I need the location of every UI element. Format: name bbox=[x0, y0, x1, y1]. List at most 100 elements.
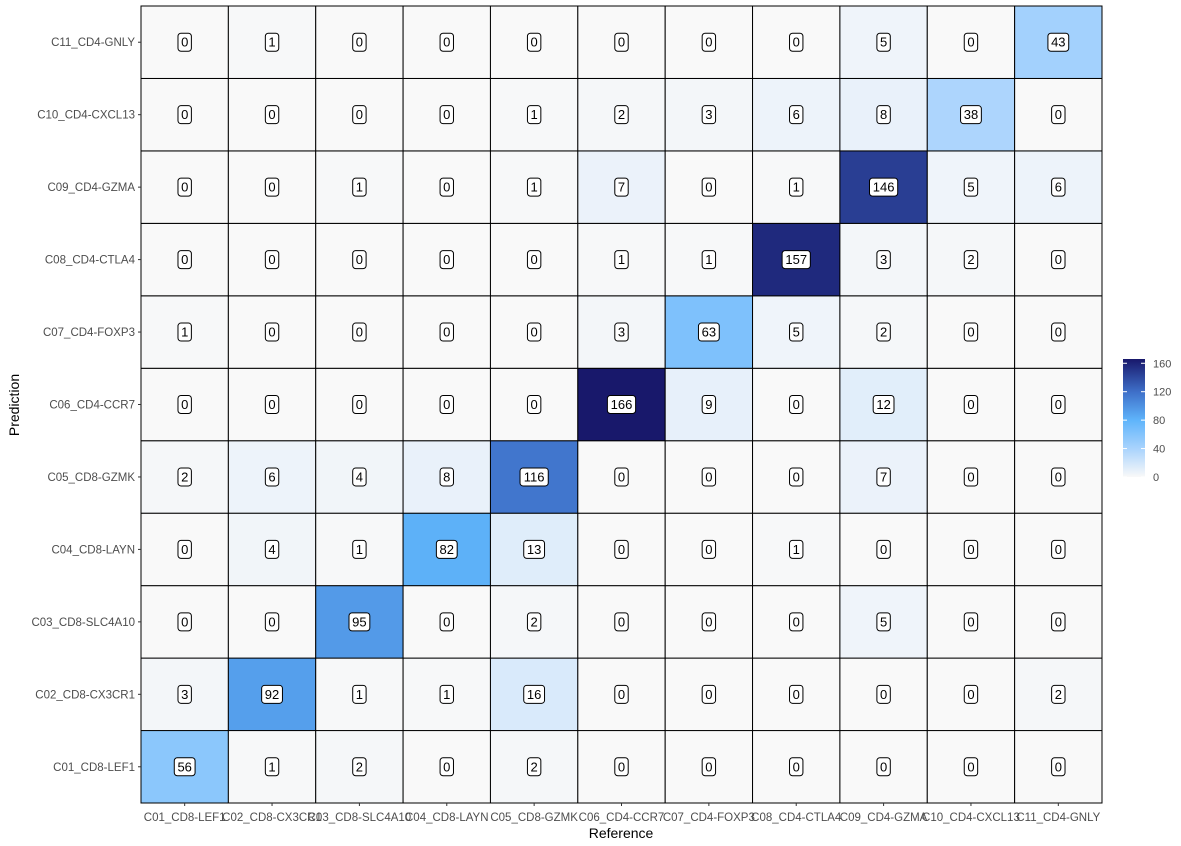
x-tick-label: C07_CD4-FOXP3 bbox=[663, 812, 755, 824]
heatmap-cell bbox=[752, 512, 841, 587]
cell-label-box bbox=[1051, 612, 1066, 632]
cell-value-label: 0 bbox=[967, 542, 974, 557]
x-tick-label: C09_CD4-GZMA bbox=[840, 812, 928, 824]
cell-value-label: 0 bbox=[793, 397, 800, 412]
cell-label-box bbox=[963, 395, 979, 414]
cell-value-label: 0 bbox=[705, 180, 712, 195]
cell-value-label: 1 bbox=[443, 687, 450, 702]
heatmap-cells bbox=[140, 5, 1103, 804]
y-tick-label: C01_CD8-LEF1 bbox=[53, 762, 135, 774]
x-tick-label: C10_CD4-CXCL13 bbox=[922, 812, 1020, 824]
y-tick-label: C09_CD4-GZMA bbox=[47, 182, 135, 194]
cell-value-label: 0 bbox=[356, 107, 363, 122]
cell-value-label: 43 bbox=[1051, 35, 1065, 50]
cell-label-box bbox=[789, 612, 804, 632]
cell-label-box bbox=[1051, 250, 1066, 270]
cell-label-box bbox=[523, 684, 546, 704]
cell-label-box bbox=[963, 539, 979, 559]
cell-label-box bbox=[614, 32, 629, 52]
cell-label-box bbox=[1051, 322, 1066, 342]
cell-label-box bbox=[177, 250, 192, 270]
cell-value-label: 0 bbox=[268, 397, 275, 412]
cell-value-label: 6 bbox=[1055, 180, 1062, 195]
cell-value-label: 0 bbox=[967, 397, 974, 412]
cell-value-label: 13 bbox=[527, 542, 541, 557]
cell-value-label: 2 bbox=[880, 325, 887, 340]
cell-label-box bbox=[963, 322, 979, 342]
cell-label-box bbox=[439, 612, 454, 632]
cell-value-label: 0 bbox=[705, 542, 712, 557]
cell-label-box bbox=[526, 32, 542, 52]
cell-value-label: 0 bbox=[705, 759, 712, 774]
y-tick-label: C06_CD4-CCR7 bbox=[49, 400, 135, 412]
cell-value-label: 157 bbox=[785, 252, 807, 267]
cell-value-label: 0 bbox=[967, 759, 974, 774]
cell-label-box bbox=[876, 250, 891, 270]
cell-label-box bbox=[789, 322, 804, 342]
cell-value-label: 0 bbox=[181, 35, 188, 50]
cell-value-label: 1 bbox=[531, 180, 538, 195]
cell-value-label: 0 bbox=[268, 107, 275, 122]
cell-value-label: 38 bbox=[964, 107, 978, 122]
cell-label-box bbox=[264, 612, 280, 632]
cell-label-box bbox=[177, 395, 192, 414]
cell-label-box bbox=[439, 757, 454, 777]
cell-value-label: 12 bbox=[876, 397, 890, 412]
cell-value-label: 2 bbox=[531, 759, 538, 774]
y-axis-tick-labels: C01_CD8-LEF1 C02_CD8-CX3CR1 C03_CD8-SLC4A1… bbox=[31, 37, 141, 774]
cell-label-box bbox=[876, 539, 891, 559]
cell-label-box bbox=[352, 395, 367, 414]
cell-label-box bbox=[439, 250, 454, 270]
cell-value-label: 2 bbox=[356, 759, 363, 774]
cell-value-label: 0 bbox=[356, 35, 363, 50]
cell-value-label: 0 bbox=[181, 614, 188, 629]
cell-label-box bbox=[781, 250, 811, 270]
cell-label-box bbox=[614, 467, 629, 487]
cell-value-label: 0 bbox=[705, 614, 712, 629]
cell-label-box bbox=[614, 322, 629, 342]
cell-value-label: 56 bbox=[177, 759, 191, 774]
cell-value-label: 0 bbox=[443, 35, 450, 50]
cell-label-box bbox=[526, 105, 542, 125]
cell-label-box bbox=[177, 32, 192, 52]
cell-value-label: 0 bbox=[268, 180, 275, 195]
cell-value-label: 4 bbox=[356, 469, 363, 484]
cell-label-box bbox=[701, 105, 717, 125]
cell-label-box bbox=[963, 177, 979, 197]
cell-label-box bbox=[1051, 757, 1066, 777]
cell-label-box bbox=[435, 539, 458, 559]
cell-value-label: 0 bbox=[618, 542, 625, 557]
cell-label-box bbox=[439, 467, 454, 487]
cell-value-label: 0 bbox=[967, 687, 974, 702]
y-tick-label: C03_CD8-SLC4A10 bbox=[31, 617, 135, 629]
cell-value-label: 0 bbox=[1055, 542, 1062, 557]
cell-label-box bbox=[177, 612, 192, 632]
x-tick-label: C08_CD4-CTLA4 bbox=[751, 812, 842, 824]
cell-value-label: 0 bbox=[443, 180, 450, 195]
cell-label-box bbox=[789, 177, 804, 197]
cell-label-box bbox=[789, 757, 804, 777]
cell-label-box bbox=[264, 105, 280, 125]
cell-label-box bbox=[264, 250, 280, 270]
cell-value-label: 1 bbox=[268, 35, 275, 50]
cell-label-box bbox=[697, 322, 720, 342]
cell-value-label: 0 bbox=[268, 325, 275, 340]
cell-value-label: 0 bbox=[880, 759, 887, 774]
x-tick-label: C05_CD8-GZMK bbox=[490, 812, 578, 824]
cell-value-label: 3 bbox=[618, 325, 625, 340]
cell-value-label: 82 bbox=[440, 542, 454, 557]
cell-value-label: 0 bbox=[618, 759, 625, 774]
color-legend: 0 40 80 120 160 bbox=[1123, 358, 1171, 484]
cell-value-label: 1 bbox=[793, 180, 800, 195]
x-axis-tick-labels: C01_CD8-LEF1C02_CD8-CX3CR1C03_CD8-SLC4A1… bbox=[144, 803, 1101, 824]
cell-value-label: 1 bbox=[181, 325, 188, 340]
cell-label-box bbox=[439, 105, 454, 125]
x-tick-label: C02_CD8-CX3CR1 bbox=[222, 812, 322, 824]
cell-value-label: 0 bbox=[181, 107, 188, 122]
cell-value-label: 146 bbox=[873, 180, 895, 195]
cell-label-box bbox=[876, 612, 891, 632]
cell-label-box bbox=[177, 105, 192, 125]
cell-value-label: 1 bbox=[618, 252, 625, 267]
cell-label-box bbox=[526, 322, 542, 342]
